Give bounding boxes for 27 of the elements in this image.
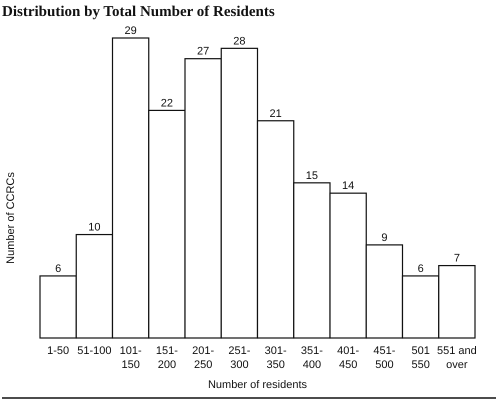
data-label: 15: [306, 170, 318, 182]
x-tick-label: 101- 150: [120, 345, 142, 371]
x-tick-label: 551 and over: [436, 345, 477, 371]
x-tick-label: 451- 500: [373, 345, 396, 371]
x-tick-label: 151- 200: [156, 345, 178, 371]
y-axis-title: Number of CCRCs: [5, 172, 17, 264]
data-label: 6: [418, 262, 424, 275]
x-tick-label: 401- 450: [337, 345, 360, 371]
data-label: 6: [55, 262, 62, 275]
x-tick-label: 51-100: [77, 345, 112, 357]
data-label: 7: [454, 252, 460, 265]
data-label: 29: [124, 25, 137, 37]
x-tick-label: 351- 400: [300, 345, 324, 371]
x-tick-label: 501 550: [411, 345, 430, 371]
data-label: 14: [342, 180, 354, 192]
data-label: 9: [381, 232, 388, 244]
data-label: 22: [160, 97, 173, 110]
data-label: 21: [270, 108, 282, 120]
data-label: 10: [88, 222, 100, 234]
chart-title: Distribution by Total Number of Residents: [2, 4, 275, 20]
data-label: 27: [197, 46, 210, 58]
x-tick-label: 251- 300: [228, 345, 251, 371]
x-tick-label: 301- 350: [264, 345, 287, 371]
x-tick-label: 201- 250: [192, 345, 214, 371]
data-label: 28: [233, 35, 246, 48]
x-tick-label: 1-50: [47, 345, 70, 357]
x-axis-title: Number of residents: [208, 379, 308, 391]
